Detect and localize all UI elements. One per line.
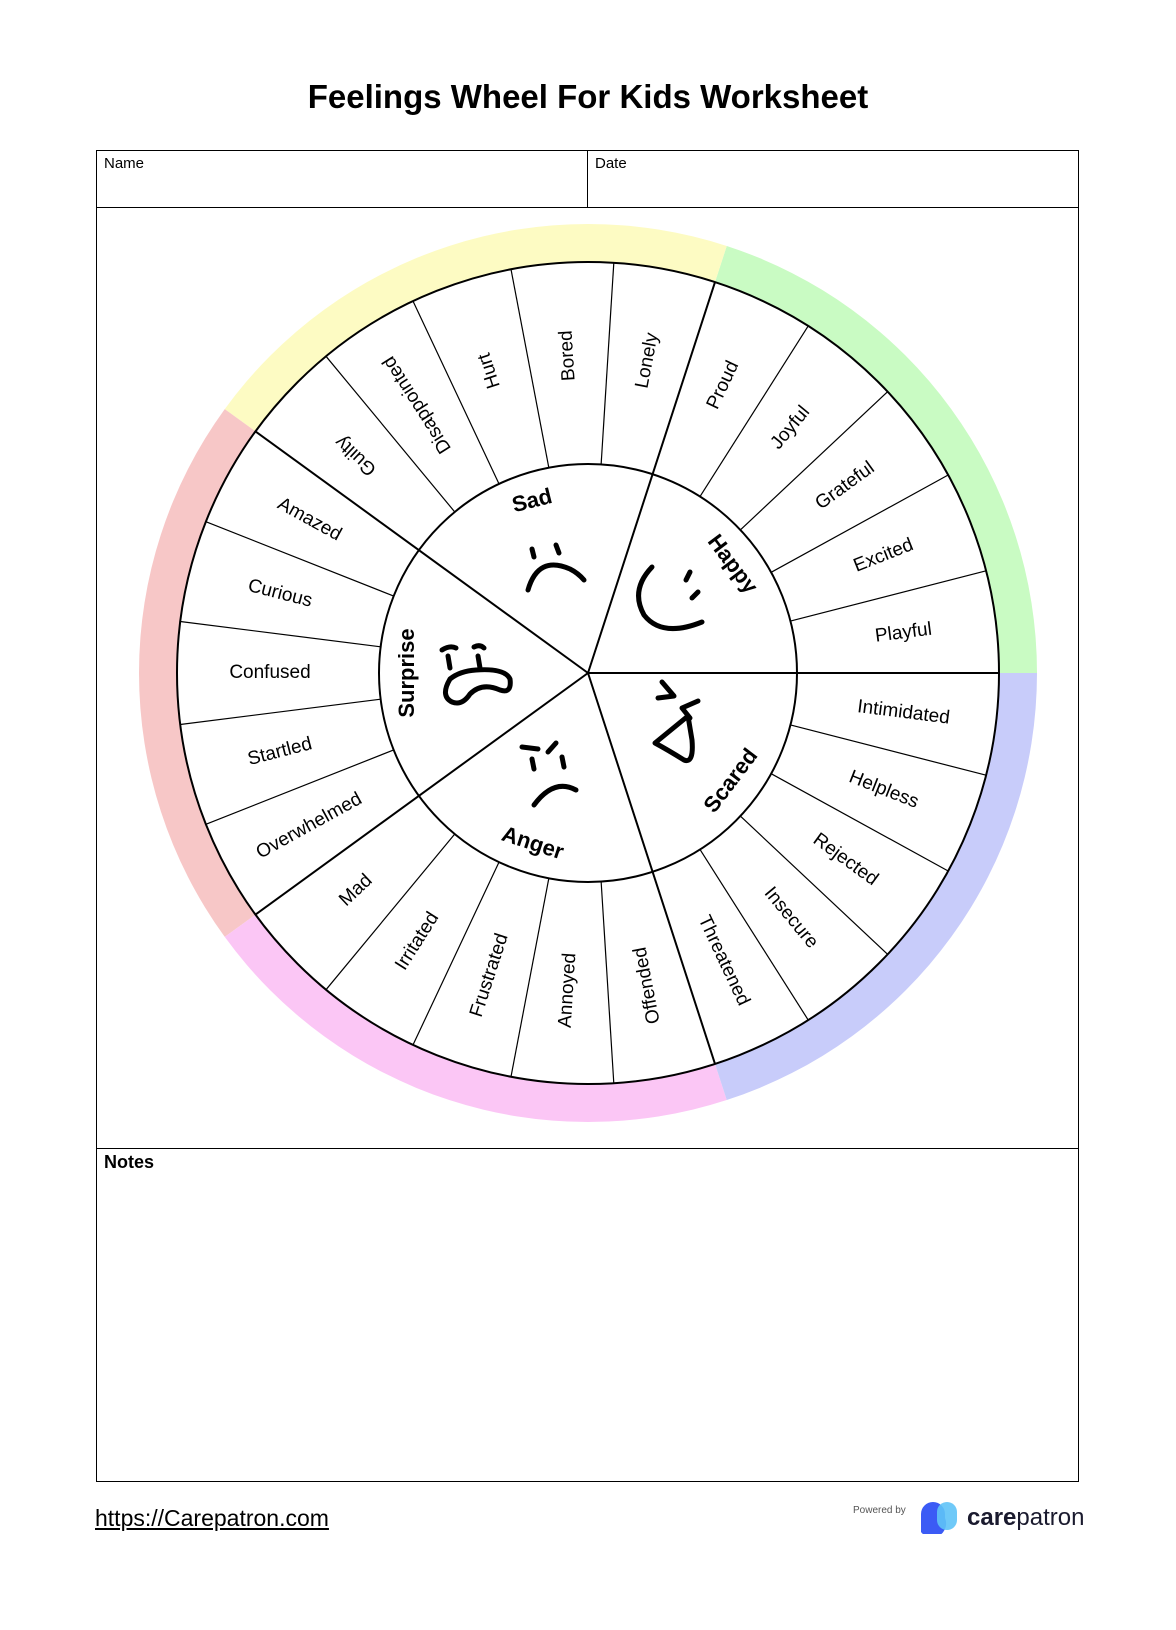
word-divider xyxy=(325,355,456,513)
ring-segment-happy xyxy=(715,245,1037,673)
worksheet-frame: Name Date Notes xyxy=(96,150,1079,1482)
ring-segment-surprise xyxy=(138,409,256,937)
carepatron-logo-icon xyxy=(921,1502,957,1534)
feeling-word-confused: Confused xyxy=(229,662,310,683)
word-divider xyxy=(510,878,550,1077)
word-divider xyxy=(790,724,987,776)
word-divider xyxy=(510,269,550,468)
category-label-surprise: Surprise xyxy=(394,628,419,717)
category-divider xyxy=(254,672,589,916)
ring-segment-anger xyxy=(224,914,727,1122)
name-date-row: Name Date xyxy=(97,151,1078,208)
word-divider xyxy=(699,325,809,497)
scared-face-icon xyxy=(652,679,701,764)
word-divider xyxy=(770,773,949,872)
notes-label: Notes xyxy=(104,1152,155,1172)
notes-field[interactable]: Notes xyxy=(97,1148,1078,1480)
word-divider xyxy=(205,521,394,597)
word-divider xyxy=(325,833,456,991)
carepatron-logo-text: carepatron xyxy=(967,1504,1084,1532)
powered-by-text: Powered by xyxy=(853,1505,906,1516)
word-divider xyxy=(739,391,889,531)
category-divider xyxy=(587,281,716,674)
date-label: Date xyxy=(595,155,627,172)
feeling-word-bored: Bored xyxy=(555,330,579,382)
word-divider xyxy=(699,849,809,1021)
word-divider xyxy=(180,698,381,726)
word-divider xyxy=(739,815,889,955)
category-divider xyxy=(587,672,716,1065)
word-divider xyxy=(770,474,949,573)
happy-face-icon xyxy=(636,564,705,632)
word-divider xyxy=(790,570,987,622)
date-field[interactable]: Date xyxy=(588,151,1078,207)
ring-segment-scared xyxy=(715,673,1037,1101)
logo-bold: care xyxy=(967,1504,1017,1531)
page-title: Feelings Wheel For Kids Worksheet xyxy=(307,78,869,115)
word-divider xyxy=(412,300,500,485)
name-field[interactable]: Name xyxy=(97,151,588,207)
word-divider xyxy=(600,881,615,1084)
surprise-face-icon xyxy=(439,643,513,706)
feeling-word-annoyed: Annoyed xyxy=(555,952,581,1028)
word-divider xyxy=(205,749,394,825)
word-divider xyxy=(180,620,381,648)
logo-rest: patron xyxy=(1016,1504,1085,1531)
category-divider xyxy=(254,430,589,674)
ring-segment-sad xyxy=(224,223,727,432)
word-divider xyxy=(600,262,615,465)
anger-face-icon xyxy=(519,740,579,808)
sad-face-icon xyxy=(525,542,587,593)
name-label: Name xyxy=(104,155,145,172)
carepatron-link[interactable]: https://Carepatron.com xyxy=(95,1505,329,1531)
feelings-wheel-section xyxy=(97,207,1078,1149)
word-divider xyxy=(412,861,500,1046)
